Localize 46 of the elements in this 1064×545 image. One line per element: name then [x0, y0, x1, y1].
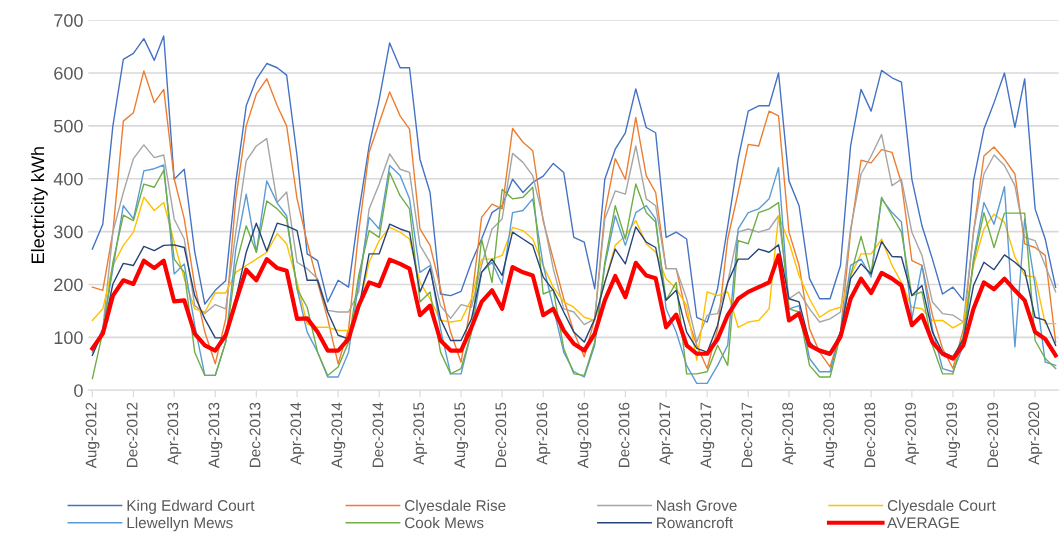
y-tick-label: 0	[74, 384, 83, 397]
line-series	[91, 222, 1057, 358]
legend-label: King Edward Court	[127, 499, 255, 514]
x-tick-label: Dec-2017	[741, 402, 753, 468]
x-tick-label: Dec-2012	[126, 402, 138, 468]
legend-label: Llewellyn Mews	[127, 517, 233, 532]
x-tick-label: Apr-2018	[782, 402, 797, 465]
x-tick-label: Apr-2017	[659, 402, 674, 465]
x-tick-label: Aug-2018	[823, 402, 838, 469]
line-series	[90, 253, 1058, 361]
x-tick-label: Apr-2020	[1028, 402, 1043, 465]
y-tick-label: 400	[53, 172, 83, 186]
x-tick-label: Apr-2014	[290, 402, 305, 465]
y-tick-label: 600	[54, 66, 83, 80]
y-tick-label: 500	[54, 119, 83, 133]
x-tick-label: Apr-2013	[167, 402, 182, 465]
x-tick-label: Apr-2019	[905, 402, 919, 465]
x-tick-label: Dec-2015	[495, 402, 507, 468]
legend-label: Rowancroft	[657, 517, 733, 529]
y-tick-label: 200	[54, 278, 83, 292]
line-series	[91, 35, 1057, 323]
x-tick-label: Dec-2019	[987, 402, 999, 468]
x-tick-label: Dec-2016	[618, 402, 630, 468]
x-tick-label: Aug-2015	[454, 402, 469, 469]
legend-label: Nash Grove	[657, 499, 737, 511]
y-tick-label: 100	[54, 331, 83, 345]
x-tick-label: Aug-2016	[577, 402, 592, 469]
x-tick-label: Aug-2013	[208, 402, 223, 469]
legend-label: AVERAGE	[887, 517, 960, 529]
line-series	[91, 196, 1057, 361]
x-tick-label: Apr-2015	[413, 402, 428, 465]
legend-label: Cook Mews	[405, 517, 484, 529]
x-tick-label: Dec-2013	[249, 402, 261, 468]
x-tick-label: Apr-2016	[536, 402, 551, 465]
line-series	[91, 70, 1057, 370]
legend-label: Clyesdale Rise	[405, 499, 506, 514]
x-tick-label: Dec-2018	[864, 402, 876, 468]
x-tick-label: Dec-2014	[372, 402, 384, 468]
x-tick-label: Aug-2012	[85, 402, 100, 469]
y-axis-title: Electricity kWh	[30, 147, 48, 263]
x-tick-label: Aug-2014	[331, 402, 346, 469]
x-tick-label: Aug-2019	[946, 402, 961, 469]
legend-label: Clyesdale Court	[887, 499, 996, 514]
y-tick-label: 300	[54, 225, 83, 239]
y-tick-label: 700	[54, 14, 83, 27]
x-tick-label: Aug-2017	[700, 402, 715, 469]
